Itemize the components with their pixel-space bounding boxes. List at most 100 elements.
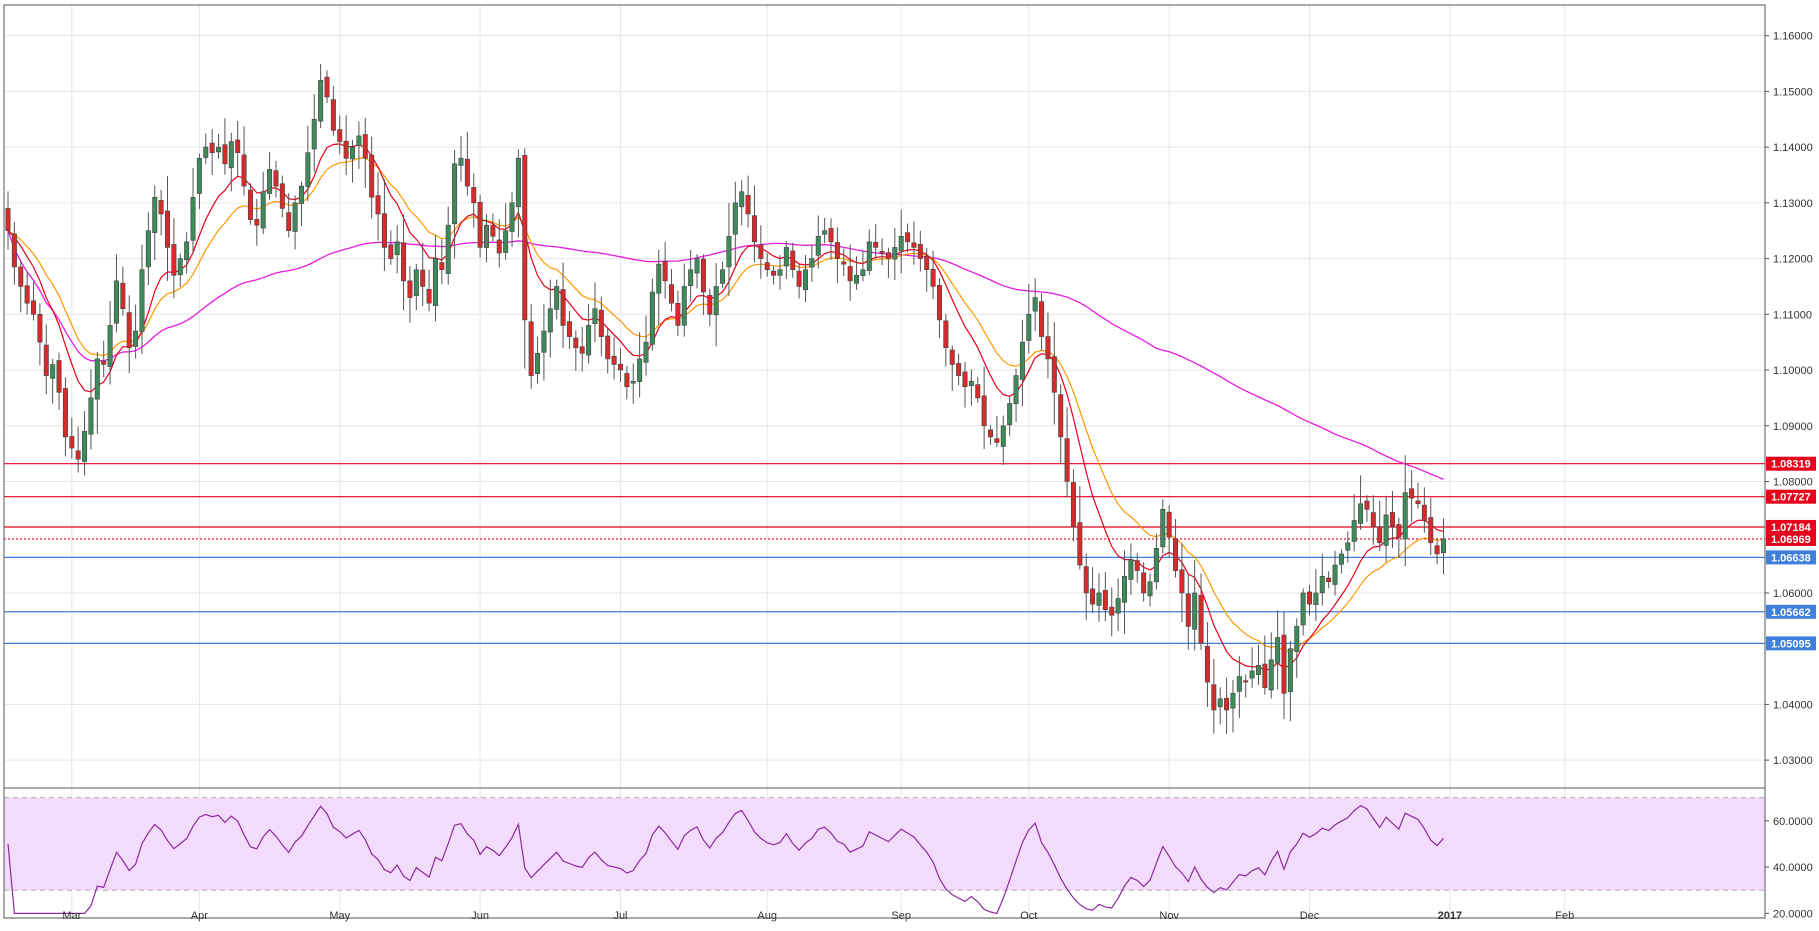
candle-body — [732, 202, 738, 235]
candle-body — [758, 244, 764, 259]
candle-body — [260, 191, 266, 229]
candle-body — [535, 353, 541, 374]
candle-body — [369, 154, 375, 198]
level-tag-label: 1.06969 — [1771, 534, 1811, 546]
candle-body — [107, 325, 113, 367]
candle-body — [796, 270, 802, 287]
oscillator-axis: 60.0000 40.0000 20.0000 — [1765, 816, 1813, 920]
candle-body — [981, 395, 987, 427]
candle-body — [483, 224, 489, 248]
candle-body — [1249, 670, 1255, 679]
candle-body — [892, 247, 898, 260]
candle-body — [579, 346, 585, 354]
level-tag-box — [1766, 489, 1816, 504]
candle-body — [1179, 569, 1185, 594]
fast-moving-average-line — [7, 143, 1444, 672]
time-tick-label: Nov — [1159, 910, 1179, 922]
candle-body — [720, 269, 726, 284]
time-tick-label: Apr — [191, 910, 208, 922]
candle-body — [216, 146, 222, 153]
price-tick-label: 1.15000 — [1773, 86, 1813, 98]
price-axis: 1.16000 1.15000 1.14000 1.13000 1.12000 1.110… — [1765, 31, 1813, 767]
candle-body — [637, 358, 643, 382]
candle-body — [681, 286, 687, 326]
candle-body — [1345, 542, 1351, 551]
candle-body — [739, 191, 745, 208]
candle-body — [75, 450, 81, 460]
level-tag-label: 1.06638 — [1771, 552, 1811, 564]
candle-body — [815, 235, 821, 256]
candle-body — [1070, 482, 1076, 527]
candle-body — [177, 258, 183, 276]
candle-body — [1211, 684, 1217, 711]
time-tick-label: Dec — [1300, 910, 1320, 922]
slow-moving-average-line — [7, 157, 1444, 652]
candle-body — [1134, 560, 1140, 571]
candle-body — [1262, 663, 1268, 688]
candle-body — [1013, 375, 1019, 404]
candle-body — [413, 269, 419, 297]
price-tick-label: 1.16000 — [1773, 31, 1813, 43]
candle-body — [267, 169, 273, 194]
long-moving-average-line — [7, 230, 1444, 480]
candle-body — [700, 258, 706, 293]
candle-body — [598, 309, 604, 337]
candle-body — [247, 189, 253, 220]
candle-body — [854, 274, 860, 284]
candle-body — [343, 140, 349, 159]
candle-body — [554, 286, 560, 310]
candle-body — [1051, 356, 1057, 393]
candle-body — [1338, 553, 1344, 565]
candle-body — [311, 118, 317, 150]
candle-body — [566, 321, 572, 337]
candle-body — [860, 269, 866, 276]
candle-body — [1064, 438, 1070, 482]
price-tick-label: 1.06000 — [1773, 588, 1813, 600]
candle-body — [956, 363, 962, 376]
candle-body — [885, 252, 891, 259]
candle-body — [1351, 520, 1357, 542]
oscillator-tick-label: 40.0000 — [1773, 862, 1813, 874]
candle-body — [1102, 590, 1108, 610]
candle-body — [1364, 500, 1370, 510]
candle-body — [541, 330, 547, 353]
candle-body — [1326, 577, 1332, 583]
candle-body — [790, 250, 796, 271]
candle-body — [88, 397, 94, 435]
candle-body — [273, 170, 279, 187]
candle-body — [426, 289, 432, 304]
candle-body — [1230, 692, 1236, 709]
candle-body — [1332, 564, 1338, 585]
candle-body — [669, 284, 675, 304]
candle-body — [930, 268, 936, 287]
candle-body — [605, 335, 611, 360]
time-tick-label: Aug — [757, 910, 777, 922]
candle-body — [522, 155, 528, 321]
candle-body — [1370, 512, 1376, 527]
level-tag-box — [1766, 531, 1816, 546]
candle-body — [305, 152, 311, 187]
oscillator-band — [4, 797, 1765, 891]
candle-body — [1007, 403, 1013, 426]
candle-body — [432, 258, 438, 306]
candle-body — [1409, 488, 1415, 499]
time-tick-label: Oct — [1020, 910, 1037, 922]
candle-body — [611, 355, 617, 365]
candle-body — [241, 154, 247, 187]
candle-body — [1434, 545, 1440, 555]
candle-body — [145, 230, 151, 268]
candle-body — [943, 320, 949, 349]
candle-body — [1389, 512, 1395, 527]
price-tick-label: 1.09000 — [1773, 421, 1813, 433]
candle-body — [452, 163, 458, 225]
candle-body — [771, 270, 777, 276]
candle-body — [828, 228, 834, 243]
candlesticks — [5, 63, 1447, 734]
candle-body — [1217, 698, 1223, 708]
candle-body — [656, 263, 662, 294]
candle-body — [1236, 676, 1242, 692]
candle-body — [834, 242, 840, 259]
candle-body — [1173, 538, 1179, 571]
oscillator-range-band — [4, 797, 1765, 891]
candle-body — [1026, 313, 1032, 341]
